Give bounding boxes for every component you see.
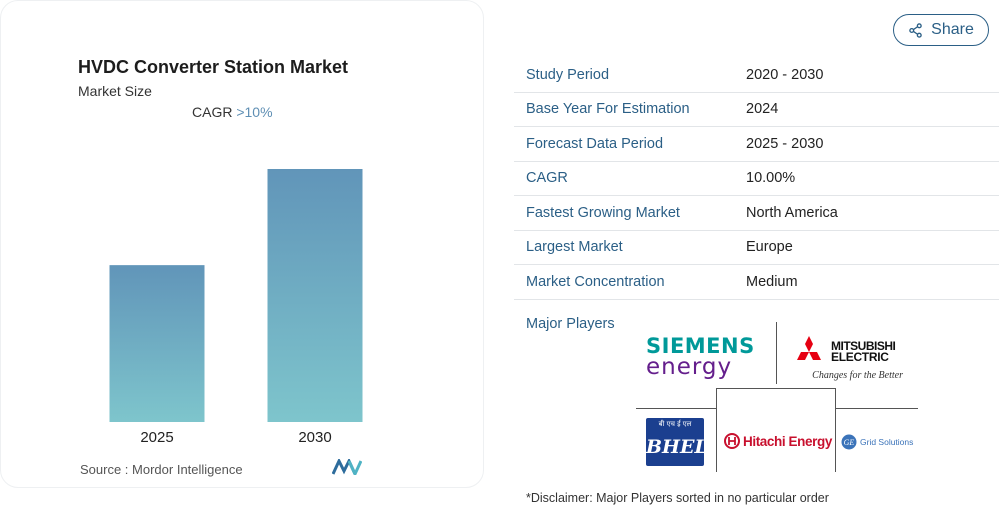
info-row-largest-market: Largest Market Europe <box>514 231 999 265</box>
x-tick-label: 2030 <box>298 429 331 446</box>
info-key: Market Concentration <box>526 273 665 290</box>
siemens-logo-line2: energy <box>646 354 733 380</box>
market-info-table: Study Period 2020 - 2030 Base Year For E… <box>514 58 999 300</box>
bhel-logo: बी एच ई एल BHEL <box>646 418 708 466</box>
chart-card <box>0 0 484 488</box>
bar-chart: 2025 2030 <box>109 169 363 446</box>
mordor-logo-icon <box>332 459 362 475</box>
bar-2025 <box>109 265 205 422</box>
x-tick-label: 2025 <box>140 429 173 446</box>
bhel-hindi-text: बी एच ई एल <box>658 420 692 428</box>
info-value: 2020 - 2030 <box>746 66 824 83</box>
share-icon <box>909 22 922 38</box>
ge-grid-solutions-logo: GE Grid Solutions <box>841 434 921 450</box>
info-row-cagr: CAGR 10.00% <box>514 162 999 196</box>
chart-title: HVDC Converter Station Market <box>78 57 349 77</box>
cagr-label: CAGR >10% <box>192 104 273 120</box>
info-key: Largest Market <box>526 239 623 256</box>
info-row-fastest-growing: Fastest Growing Market North America <box>514 196 999 231</box>
siemens-logo-line1: SIEMENS <box>646 334 755 358</box>
share-button[interactable]: Share <box>893 14 989 46</box>
info-row-study-period: Study Period 2020 - 2030 <box>514 58 999 93</box>
mitsubishi-electric-logo: MITSUBISHI ELECTRIC Changes for the Bett… <box>791 336 916 382</box>
mitsubishi-logo-line2: ELECTRIC <box>831 350 889 364</box>
source-label: Source : <box>80 462 129 477</box>
info-value: 2024 <box>746 101 779 118</box>
ge-logo-text: Grid Solutions <box>860 437 914 447</box>
info-key: Study Period <box>526 66 610 83</box>
disclaimer-text: *Disclaimer: Major Players sorted in no … <box>526 491 829 505</box>
svg-text:GE: GE <box>844 438 855 447</box>
info-row-forecast-period: Forecast Data Period 2025 - 2030 <box>514 127 999 162</box>
cagr-text: CAGR <box>192 104 233 120</box>
mitsubishi-logo-line1: MITSUBISHI <box>831 339 896 353</box>
hitachi-mark-icon <box>724 433 740 449</box>
ge-monogram-icon: GE <box>841 434 857 450</box>
bar-2030 <box>267 169 363 422</box>
siemens-energy-logo: SIEMENS energy <box>646 334 772 380</box>
mitsubishi-tagline: Changes for the Better <box>812 370 903 381</box>
hitachi-energy-logo: Hitachi Energy <box>724 430 832 452</box>
info-value: 10.00% <box>746 170 796 187</box>
major-players-label: Major Players <box>526 316 615 332</box>
info-row-base-year: Base Year For Estimation 2024 <box>514 93 999 127</box>
bhel-logo-text: BHEL <box>646 436 708 458</box>
cagr-value: >10% <box>236 104 273 120</box>
mitsubishi-diamonds-icon <box>797 336 821 360</box>
hitachi-logo-text: Hitachi Energy <box>743 433 832 449</box>
info-value: North America <box>746 204 838 221</box>
major-players-grid: SIEMENS energy MITSUBISHI ELECTRIC Chang… <box>636 322 918 472</box>
source-line: Source : Mordor Intelligence <box>80 462 243 477</box>
info-key: Fastest Growing Market <box>526 204 680 221</box>
info-key: CAGR <box>526 170 568 187</box>
info-row-concentration: Market Concentration Medium <box>514 265 999 300</box>
chart-subtitle: Market Size <box>78 83 152 99</box>
share-label: Share <box>931 21 974 38</box>
info-value: 2025 - 2030 <box>746 135 824 152</box>
info-value: Europe <box>746 239 793 256</box>
info-key: Base Year For Estimation <box>526 101 690 118</box>
info-key: Forecast Data Period <box>526 135 664 152</box>
source-value: Mordor Intelligence <box>132 462 243 477</box>
info-value: Medium <box>746 273 798 290</box>
